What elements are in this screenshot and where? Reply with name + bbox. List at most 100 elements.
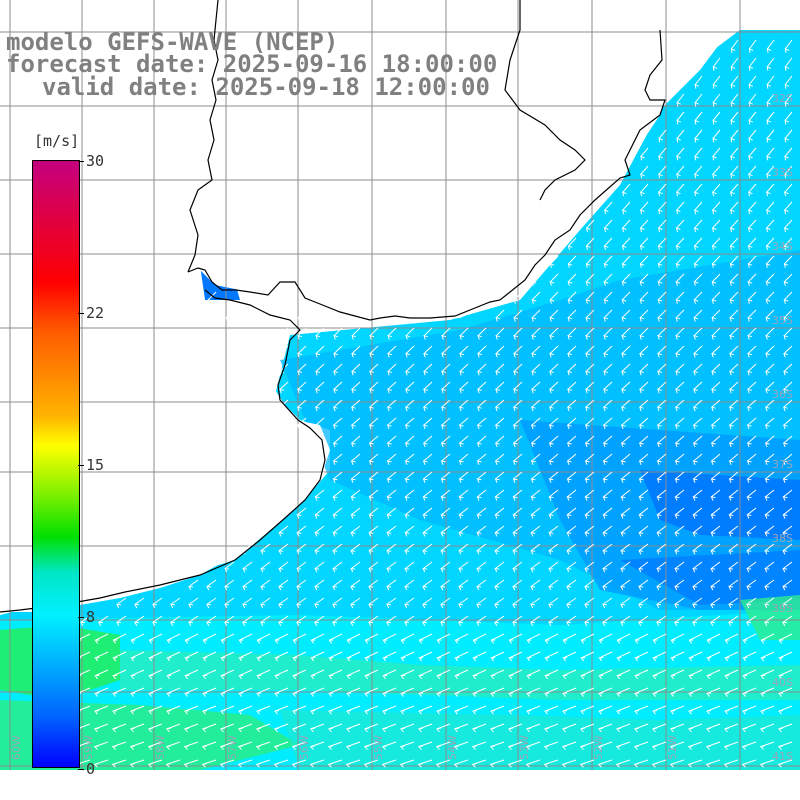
wind-arrow bbox=[729, 237, 739, 251]
wind-arrow bbox=[784, 147, 793, 161]
wind-arrow bbox=[291, 759, 307, 768]
wind-arrow bbox=[549, 255, 559, 268]
wind-arrow bbox=[784, 57, 793, 71]
wind-arrow bbox=[778, 651, 793, 662]
wind-arrow bbox=[310, 633, 325, 644]
wind-arrow bbox=[314, 579, 325, 591]
wind-arrow bbox=[694, 129, 703, 143]
wind-arrow bbox=[255, 759, 271, 768]
wind-arrow bbox=[765, 345, 775, 358]
wind-arrow bbox=[675, 399, 685, 412]
latitude-label: 35S bbox=[772, 314, 793, 327]
wind-arrow bbox=[705, 723, 721, 733]
wind-arrow bbox=[580, 633, 595, 644]
wind-arrow bbox=[549, 309, 559, 322]
wind-arrow bbox=[422, 453, 433, 465]
wind-arrow bbox=[296, 579, 307, 591]
wind-arrow bbox=[333, 327, 343, 340]
wind-arrow bbox=[602, 507, 613, 519]
wind-arrow bbox=[405, 327, 415, 340]
wind-arrow bbox=[584, 435, 595, 448]
wind-arrow bbox=[639, 255, 649, 268]
wind-arrow bbox=[566, 543, 577, 555]
wind-arrow bbox=[675, 219, 685, 233]
wind-arrow bbox=[603, 327, 613, 340]
wind-arrow bbox=[351, 363, 361, 376]
wind-arrow bbox=[220, 705, 235, 715]
wind-arrow bbox=[658, 147, 667, 161]
wind-arrow bbox=[638, 417, 649, 430]
wind-arrow bbox=[440, 615, 451, 627]
wind-arrow bbox=[400, 705, 415, 715]
wind-arrow bbox=[260, 615, 271, 627]
wind-arrow bbox=[94, 633, 109, 644]
wind-arrow bbox=[476, 597, 487, 609]
wind-arrow bbox=[615, 759, 631, 768]
wind-arrow bbox=[728, 489, 739, 501]
wind-arrow bbox=[310, 687, 325, 697]
wind-arrow bbox=[417, 759, 433, 768]
wind-arrow bbox=[441, 399, 451, 412]
wind-arrow bbox=[531, 399, 541, 412]
longitude-label: 52W bbox=[592, 735, 605, 760]
wind-arrow bbox=[494, 525, 505, 537]
wind-arrow bbox=[386, 543, 397, 555]
wind-arrow bbox=[730, 183, 739, 197]
wind-arrow bbox=[440, 471, 451, 483]
wind-arrow bbox=[730, 75, 739, 89]
wind-arrow bbox=[314, 471, 325, 483]
wind-arrow bbox=[512, 543, 523, 555]
wind-arrow bbox=[458, 615, 469, 627]
wind-arrow bbox=[692, 543, 703, 555]
wind-arrow bbox=[512, 561, 523, 573]
longitude-label: 54W bbox=[446, 735, 459, 760]
wind-arrow bbox=[784, 75, 793, 89]
wind-arrow bbox=[746, 543, 757, 555]
wind-arrow bbox=[256, 633, 271, 644]
wind-arrow bbox=[602, 597, 613, 609]
wind-arrow bbox=[368, 525, 379, 537]
wind-arrow bbox=[368, 417, 379, 430]
wind-arrow bbox=[656, 435, 667, 448]
wind-arrow bbox=[747, 273, 757, 286]
wind-arrow bbox=[585, 327, 595, 340]
wind-arrow bbox=[525, 759, 541, 768]
wind-arrow bbox=[278, 579, 289, 591]
wind-arrow bbox=[255, 723, 271, 733]
wind-arrow bbox=[314, 489, 325, 501]
wind-arrow bbox=[584, 471, 595, 483]
wind-arrow bbox=[94, 669, 109, 680]
wind-arrow bbox=[202, 633, 217, 644]
wind-arrow bbox=[333, 399, 343, 412]
latitude-label: 38S bbox=[772, 532, 793, 545]
wind-arrow bbox=[584, 561, 595, 573]
wind-arrow bbox=[387, 399, 397, 412]
wind-arrow bbox=[381, 741, 397, 750]
wind-arrow bbox=[471, 759, 487, 768]
wind-arrow bbox=[274, 705, 289, 715]
wind-arrow bbox=[459, 363, 469, 376]
wind-arrow bbox=[458, 507, 469, 519]
wind-arrow bbox=[94, 687, 109, 697]
wind-arrow bbox=[692, 435, 703, 448]
wind-arrow bbox=[620, 597, 631, 609]
wind-arrow bbox=[279, 381, 289, 394]
wind-arrow bbox=[531, 363, 541, 376]
wind-arrow bbox=[363, 759, 379, 768]
wind-arrow bbox=[471, 741, 487, 750]
wind-arrow bbox=[741, 759, 757, 768]
wind-arrow bbox=[422, 543, 433, 555]
wind-arrow bbox=[693, 399, 703, 412]
wind-arrow bbox=[602, 435, 613, 448]
wind-arrow bbox=[184, 687, 199, 697]
wind-arrow bbox=[765, 255, 775, 268]
wind-arrow bbox=[688, 633, 703, 644]
wind-arrow bbox=[476, 543, 487, 555]
wind-arrow bbox=[602, 579, 613, 591]
longitude-label: 59W bbox=[82, 735, 95, 760]
wind-arrow bbox=[658, 129, 667, 143]
wind-arrow bbox=[422, 489, 433, 501]
wind-arrow bbox=[549, 363, 559, 376]
wind-arrow bbox=[598, 669, 613, 680]
